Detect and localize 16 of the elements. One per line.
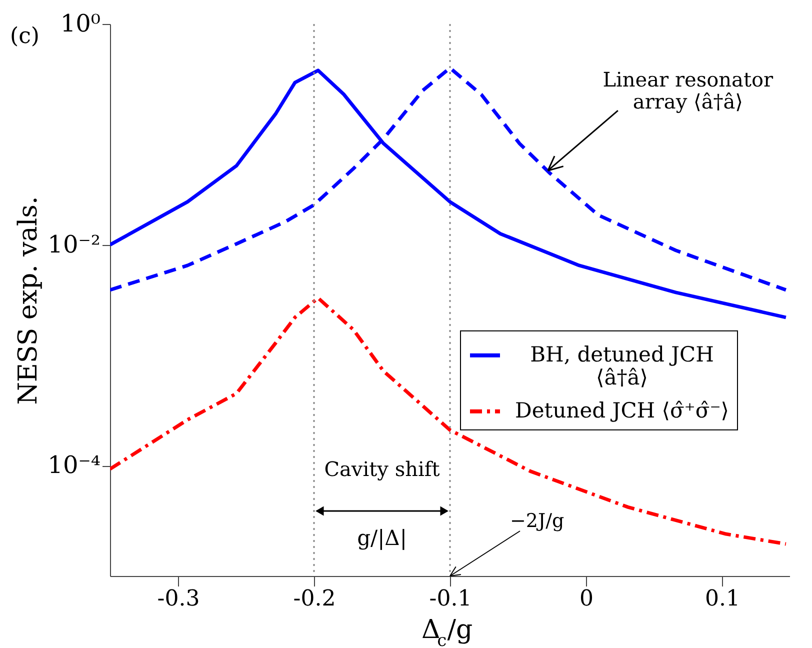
x-tick-label: -0.1	[429, 586, 472, 612]
annotation: Linear resonator array ⟨â†â⟩	[602, 68, 774, 114]
legend-label: Detuned JCH ⟨σ̂⁺σ̂⁻⟩	[515, 398, 729, 422]
y-tick-label: 10⁰	[60, 10, 100, 38]
x-tick-label: 0.1	[705, 586, 740, 612]
y-tick-label: 10⁻⁴	[48, 451, 100, 480]
annotation: g/|Δ|	[357, 526, 407, 550]
x-tick-label: 0	[580, 586, 594, 612]
annotation: −2J/g	[510, 510, 564, 532]
text: (c)	[10, 24, 40, 49]
x-tick-label: -0.2	[293, 586, 336, 612]
y-tick-label: 10⁻²	[48, 230, 100, 258]
legend-label: BH, detuned JCH ⟨â†â⟩	[530, 342, 714, 390]
y-axis-title: NESS exp. vals.	[14, 196, 44, 405]
annotation: Cavity shift	[324, 457, 440, 481]
x-tick-label: -0.3	[157, 586, 200, 612]
